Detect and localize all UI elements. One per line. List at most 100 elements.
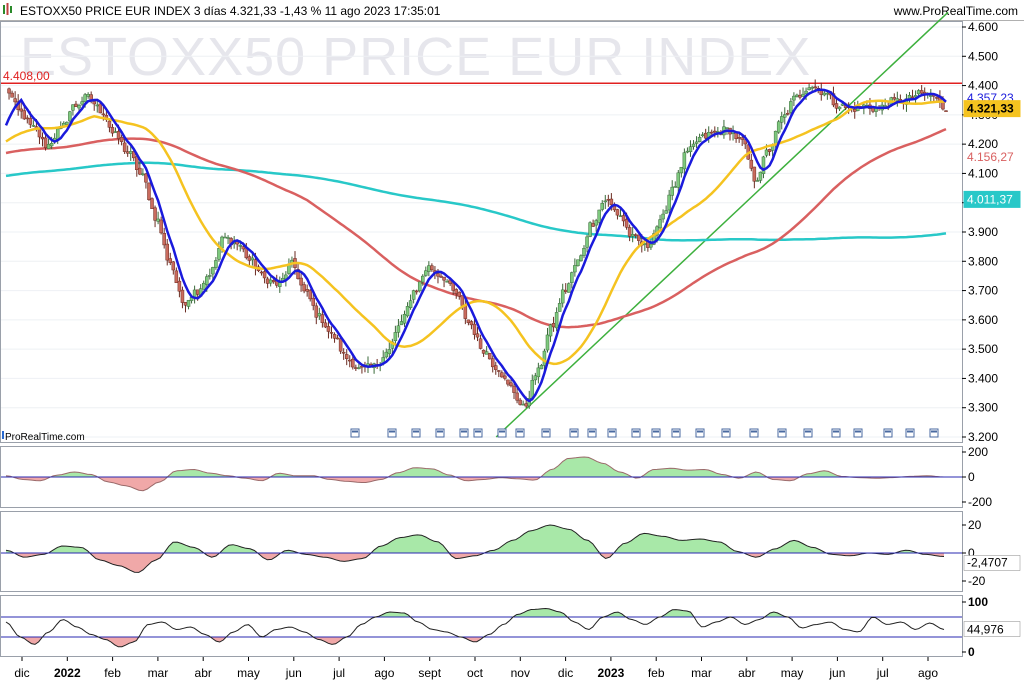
calendar-icon[interactable] bbox=[803, 428, 813, 438]
candle-body bbox=[7, 88, 11, 94]
calendar-icon[interactable] bbox=[459, 428, 469, 438]
candle-body bbox=[217, 248, 221, 260]
candle-body bbox=[935, 97, 939, 99]
candle-body bbox=[445, 280, 449, 283]
calendar-icon[interactable] bbox=[671, 428, 681, 438]
candle-body bbox=[783, 114, 787, 118]
candle-body bbox=[214, 260, 218, 268]
calendar-icon[interactable] bbox=[515, 428, 525, 438]
x-tick-label: jun bbox=[828, 666, 845, 680]
candle-body bbox=[551, 323, 556, 328]
candle-body bbox=[490, 358, 495, 368]
calendar-icon-band bbox=[461, 430, 467, 433]
calendar-icon[interactable] bbox=[749, 428, 759, 438]
candle-body bbox=[481, 349, 486, 354]
candle-body bbox=[609, 198, 614, 205]
candle-body bbox=[892, 97, 897, 100]
candle-body bbox=[536, 367, 541, 378]
price-box: 4.321,33 bbox=[963, 100, 1021, 118]
candle-body bbox=[241, 246, 246, 250]
calendar-icon[interactable] bbox=[497, 428, 507, 438]
moving-average-slow bbox=[5, 127, 947, 329]
osc3-overbought-area bbox=[6, 608, 944, 617]
candle-body bbox=[411, 290, 416, 300]
candle-body bbox=[323, 322, 328, 328]
calendar-icon[interactable] bbox=[607, 428, 617, 438]
calendar-icon[interactable] bbox=[905, 428, 915, 438]
candle-body bbox=[341, 351, 346, 354]
candle-body bbox=[469, 321, 474, 326]
candle-body bbox=[652, 233, 656, 245]
calendar-icon[interactable] bbox=[853, 428, 863, 438]
candle-body bbox=[710, 131, 714, 134]
calendar-icon[interactable] bbox=[541, 428, 551, 438]
osc3-line bbox=[5, 607, 945, 648]
calendar-icon[interactable] bbox=[883, 428, 893, 438]
calendar-icon[interactable] bbox=[695, 428, 705, 438]
price-box-bg bbox=[963, 100, 1021, 118]
candle-body bbox=[348, 359, 352, 362]
candle-body bbox=[658, 219, 662, 229]
candle-body bbox=[101, 113, 106, 116]
osc2-positive-area bbox=[6, 525, 944, 553]
candle-body bbox=[110, 127, 115, 134]
calendar-icon[interactable] bbox=[651, 428, 661, 438]
candle-body bbox=[387, 349, 392, 355]
candle-body bbox=[430, 265, 434, 271]
candle-body bbox=[119, 137, 124, 142]
candle-body bbox=[576, 259, 580, 267]
calendar-icon[interactable] bbox=[435, 428, 445, 438]
candle-body bbox=[688, 146, 693, 153]
calendar-icon[interactable] bbox=[929, 428, 939, 438]
candle-body bbox=[402, 313, 407, 324]
calendar-icon-band bbox=[609, 430, 615, 433]
candle-body bbox=[162, 233, 166, 246]
candle-body bbox=[344, 354, 349, 359]
calendar-icon[interactable] bbox=[350, 428, 360, 438]
candle-body bbox=[116, 131, 121, 139]
osc2-tick-label: -20 bbox=[968, 574, 986, 588]
calendar-icon[interactable] bbox=[587, 428, 597, 438]
candle-body bbox=[122, 142, 127, 152]
osc3-readout-box bbox=[963, 621, 1021, 637]
x-tick-label: abr bbox=[738, 666, 755, 680]
candle-body bbox=[761, 156, 766, 174]
calendar-icon[interactable] bbox=[411, 428, 421, 438]
calendar-icon-band bbox=[517, 430, 523, 433]
calendar-icon[interactable] bbox=[387, 428, 397, 438]
x-tick-label: oct bbox=[467, 666, 484, 680]
candle-body bbox=[506, 379, 510, 385]
candle-body bbox=[560, 289, 565, 304]
candle-body bbox=[700, 134, 705, 136]
candle-body bbox=[305, 289, 309, 292]
candle-body bbox=[475, 333, 480, 338]
candle-body bbox=[299, 277, 303, 286]
candle-body bbox=[308, 290, 312, 300]
candle-body bbox=[159, 219, 163, 234]
calendar-icon[interactable] bbox=[473, 428, 483, 438]
candle-body bbox=[427, 265, 431, 272]
site-link[interactable]: www.ProRealTime.com bbox=[893, 4, 1018, 18]
calendar-icon[interactable] bbox=[721, 428, 731, 438]
candle-body bbox=[177, 280, 182, 292]
candle-body bbox=[871, 107, 875, 112]
calendar-icon[interactable] bbox=[631, 428, 641, 438]
price-tick-label: 3.900 bbox=[968, 225, 998, 239]
osc2-readout-label: -2,4707 bbox=[967, 555, 1008, 569]
candle-body bbox=[168, 258, 173, 263]
candle-body bbox=[302, 284, 306, 292]
candle-body bbox=[223, 236, 227, 239]
osc3-readout: 44,976 bbox=[963, 621, 1021, 637]
candle-body bbox=[852, 108, 857, 112]
candle-body bbox=[268, 279, 273, 284]
calendar-icon[interactable] bbox=[569, 428, 579, 438]
x-tick-label: feb bbox=[648, 666, 665, 680]
calendar-icon-band bbox=[475, 430, 481, 433]
candle-body bbox=[740, 137, 744, 140]
osc1-positive-area bbox=[6, 457, 944, 477]
candle-body bbox=[457, 291, 462, 297]
calendar-icon[interactable] bbox=[777, 428, 787, 438]
calendar-icon-frame bbox=[350, 428, 360, 438]
calendar-icon[interactable] bbox=[831, 428, 841, 438]
